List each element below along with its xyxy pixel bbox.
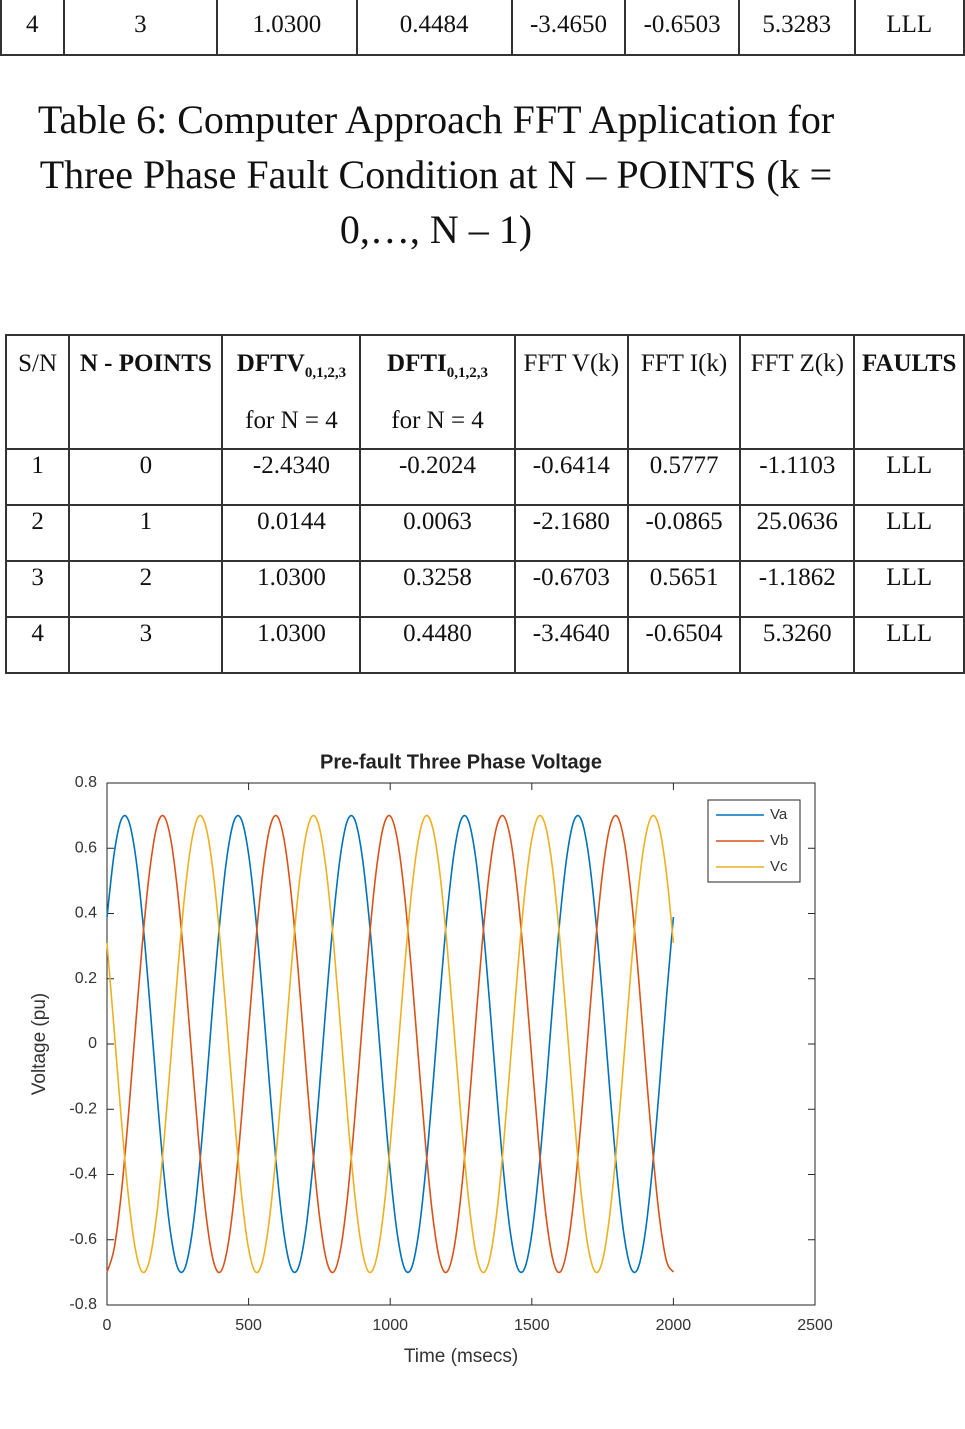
x-tick-label: 1000 — [372, 1317, 408, 1334]
y-tick-label: 0.4 — [75, 905, 97, 922]
data-line — [106, 814, 675, 1274]
table-cell: 0.3258 — [359, 560, 516, 618]
table-cell: 5.3283 — [737, 0, 856, 56]
table-cell: -2.1680 — [513, 504, 630, 562]
table-cell: 1.0300 — [221, 616, 362, 674]
header-cell: S/N — [4, 334, 71, 450]
data-line — [106, 814, 675, 1274]
legend-label: Va — [770, 806, 788, 823]
x-tick-label: 2000 — [656, 1317, 692, 1334]
fft-table: S/N N - POINTS DFTV0,1,2,3 for N = 4 DFTI0,1… — [4, 334, 965, 674]
table-cell: 4 — [4, 616, 71, 674]
table-row: 1 0 -2.4340 -0.2024 -0.6414 0.5777 -1.1103 LLL — [4, 448, 965, 506]
table-cell: 3 — [68, 616, 224, 674]
table-cell: 0 — [68, 448, 224, 506]
table-cell: 2 — [68, 560, 224, 618]
table-cell: -0.6504 — [626, 616, 742, 674]
table-cell: 0.0063 — [359, 504, 516, 562]
header-subscript: 0,1,2,3 — [446, 365, 489, 381]
table-cell: -0.2024 — [359, 448, 516, 506]
table-cell: -1.1103 — [739, 448, 856, 506]
header-text: DFTI — [387, 350, 447, 377]
table-cell: -2.4340 — [221, 448, 362, 506]
y-tick-label: -0.4 — [69, 1166, 97, 1183]
header-text: DFTV — [236, 350, 305, 377]
y-tick-label: -0.6 — [69, 1231, 97, 1248]
y-axis-label: Voltage (pu) — [29, 993, 50, 1095]
y-tick-label: -0.2 — [69, 1100, 97, 1117]
x-axis-label: Time (msecs) — [404, 1346, 518, 1367]
table-cell: LLL — [853, 560, 965, 618]
table-cell: -3.4640 — [513, 616, 630, 674]
header-cell: DFTV0,1,2,3 for N = 4 — [221, 334, 362, 450]
table-cell: 0.0144 — [221, 504, 362, 562]
table-row: 4 3 1.0300 0.4484 -3.4650 -0.6503 5.3283 LLL — [0, 0, 965, 56]
header-note: for N = 4 — [391, 407, 484, 434]
table-cell: -0.6414 — [513, 448, 630, 506]
y-tick-label: 0.8 — [75, 774, 97, 791]
top-table: 4 3 1.0300 0.4484 -3.4650 -0.6503 5.3283 LLL — [0, 0, 965, 56]
table-cell: 1 — [4, 448, 71, 506]
table-row: 2 1 0.0144 0.0063 -2.1680 -0.0865 25.0636 LLL — [4, 504, 965, 562]
header-row: S/N N - POINTS DFTV0,1,2,3 for N = 4 DFTI0,1… — [4, 334, 965, 450]
x-tick-label: 0 — [103, 1317, 112, 1334]
y-tick-label: 0.2 — [75, 970, 97, 987]
table-cell: 0.4484 — [355, 0, 513, 56]
table-body: S/N N - POINTS DFTV0,1,2,3 for N = 4 DFTI0,1… — [4, 334, 965, 674]
header-cell: N - POINTS — [68, 334, 224, 450]
table-row: 3 2 1.0300 0.3258 -0.6703 0.5651 -1.1862 LLL — [4, 560, 965, 618]
table-row: 4 3 1.0300 0.4480 -3.4640 -0.6504 5.3260 LLL — [4, 616, 965, 674]
data-line — [106, 814, 675, 1274]
table-cell: 4 — [0, 0, 65, 56]
table-cell: 1.0300 — [216, 0, 358, 56]
y-tick-label: 0 — [88, 1035, 97, 1052]
table-cell: 3 — [4, 560, 71, 618]
header-cell: FFT I(k) — [626, 334, 742, 450]
table-cell: -0.0865 — [626, 504, 742, 562]
table-cell: LLL — [853, 616, 965, 674]
legend-label: Vc — [770, 858, 788, 875]
table-cell: 2 — [4, 504, 71, 562]
header-cell: FFT V(k) — [513, 334, 630, 450]
legend-label: Vb — [770, 832, 788, 849]
table-cell: 1 — [68, 504, 224, 562]
header-cell: DFTI0,1,2,3 for N = 4 — [359, 334, 516, 450]
table-cell: 3 — [62, 0, 219, 56]
table-body: 4 3 1.0300 0.4484 -3.4650 -0.6503 5.3283 LLL — [0, 0, 965, 56]
header-subscript: 0,1,2,3 — [304, 365, 347, 381]
table-cell: 0.4480 — [359, 616, 516, 674]
table-cell: 1.0300 — [221, 560, 362, 618]
x-tick-label: 2500 — [797, 1317, 833, 1334]
table-cell: LLL — [853, 0, 965, 56]
table-cell: LLL — [853, 448, 965, 506]
y-tick-label: -0.8 — [69, 1296, 97, 1313]
table-caption: Table 6: Computer Approach FFT Applicati… — [37, 97, 835, 252]
x-tick-label: 500 — [235, 1317, 262, 1334]
table-cell: 25.0636 — [739, 504, 856, 562]
header-cell: FAULTS — [853, 334, 965, 450]
table-cell: -1.1862 — [739, 560, 856, 618]
table-cell: -0.6703 — [513, 560, 630, 618]
x-tick-label: 1500 — [514, 1317, 550, 1334]
table-cell: 0.5777 — [626, 448, 742, 506]
table-cell: 5.3260 — [739, 616, 856, 674]
table-cell: 0.5651 — [626, 560, 742, 618]
header-note: for N = 4 — [245, 407, 338, 434]
header-cell: FFT Z(k) — [739, 334, 856, 450]
chart-title: Pre-fault Three Phase Voltage — [320, 751, 602, 773]
y-tick-label: 0.6 — [75, 839, 97, 856]
table-cell: LLL — [853, 504, 965, 562]
table-cell: -0.6503 — [624, 0, 740, 56]
table-cell: -3.4650 — [510, 0, 627, 56]
